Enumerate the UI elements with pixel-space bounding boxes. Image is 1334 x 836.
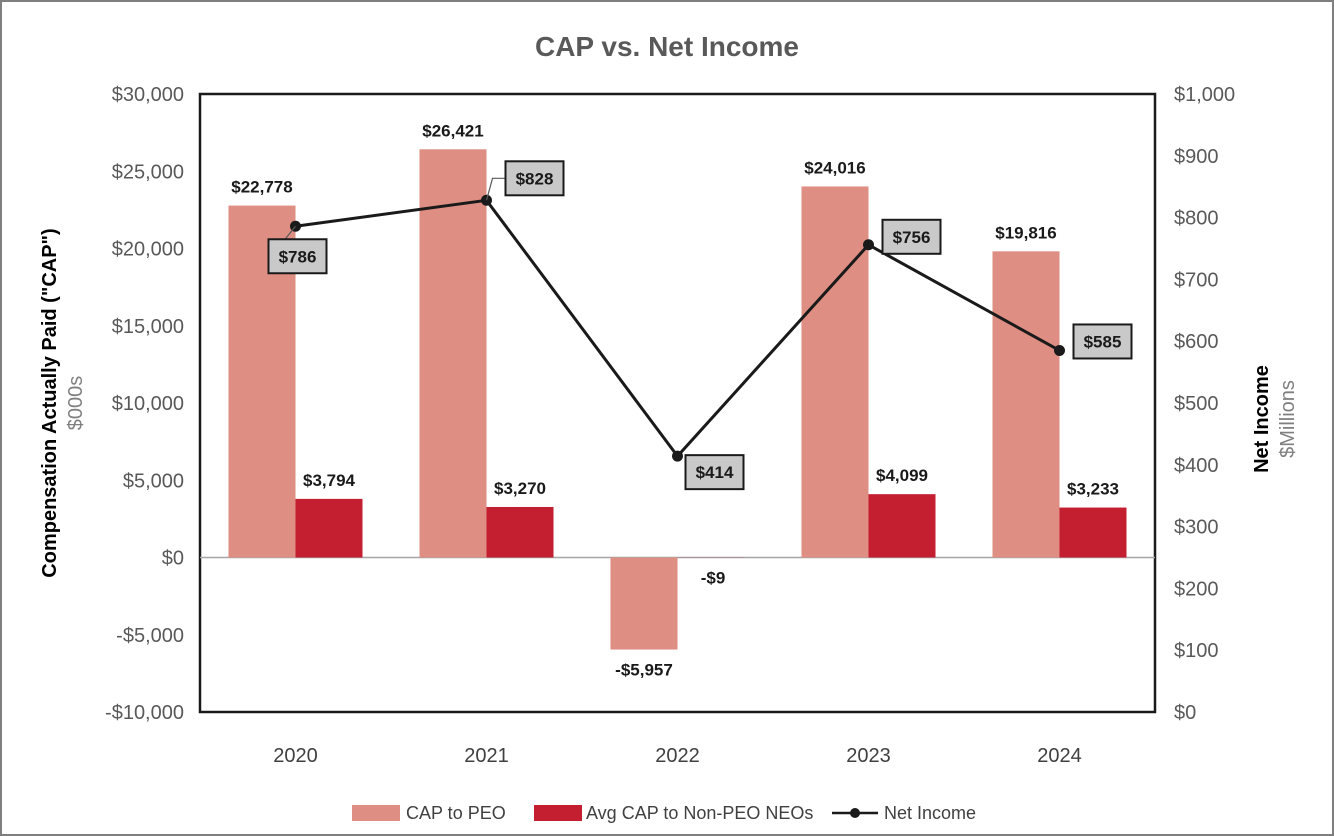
left-axis-tick-label: $15,000 [112,316,184,338]
bar-cap-to-peo-2024 [992,251,1060,558]
legend-label-net-income: Net Income [884,803,976,823]
right-axis-tick-label: $1,000 [1174,84,1235,106]
data-label-cap-to-peo: $19,816 [995,223,1056,242]
right-axis-tick-label: $800 [1174,208,1219,230]
x-axis-category-label: 2024 [1037,745,1082,767]
net-income-point-2024 [1054,344,1065,356]
data-label-avg-cap-to-non-peo-neos: $4,099 [876,466,928,485]
legend-marker-net-income [850,808,860,818]
data-label-cap-to-peo: $24,016 [804,158,865,177]
net-income-callout-box [1072,323,1133,360]
right-axis-tick-label: $200 [1174,578,1219,600]
bar-cap-to-peo-2021 [419,149,487,558]
data-label-net-income: $585 [1084,332,1122,351]
left-axis-tick-label: $30,000 [112,84,184,106]
left-axis-tick-label: $10,000 [112,393,184,415]
right-axis-tick-label: $500 [1174,393,1219,415]
net-income-callout-leader [485,177,506,201]
left-axis-tick-label: $25,000 [112,161,184,183]
data-label-cap-to-peo: $26,421 [422,121,483,140]
plot-area-frame [198,92,1157,714]
chart-title: CAP vs. Net Income [535,31,799,62]
left-axis-tick-label: -$5,000 [116,625,184,647]
right-axis-subtitle: $Millions [1277,380,1299,458]
x-axis-category-label: 2020 [273,745,318,767]
net-income-callout-box [504,160,565,197]
bar-avg-cap-to-non-peo-neos-2021 [486,506,554,558]
right-axis-tick-label: $0 [1174,702,1196,724]
net-income-callout-box [684,454,745,491]
left-axis-title: Compensation Actually Paid ("CAP") [39,228,61,577]
net-income-point-2022 [672,450,683,462]
left-axis-subtitle: $000s [65,376,87,431]
right-axis-tick-label: $900 [1174,146,1219,168]
x-axis-category-label: 2022 [655,745,700,767]
left-axis-tick-label: $20,000 [112,239,184,261]
data-label-net-income: $414 [696,463,734,482]
x-axis-category-label: 2021 [464,745,509,767]
right-axis-tick-label: $600 [1174,331,1219,353]
right-axis-tick-label: $700 [1174,269,1219,291]
legend-label-avg-cap-non-peo: Avg CAP to Non-PEO NEOs [586,803,813,823]
right-axis-tick-label: $100 [1174,640,1219,662]
left-axis-tick-label: $0 [162,548,184,570]
legend-swatch-cap-to-peo [352,805,400,821]
net-income-callout-box [267,238,328,275]
left-axis-tick-label: $5,000 [123,470,184,492]
data-label-net-income: $786 [279,247,317,266]
right-axis-tick-label: $300 [1174,517,1219,539]
net-income-callout-box [881,218,942,255]
chart-legend: CAP to PEO Avg CAP to Non-PEO NEOs Net I… [352,803,976,823]
data-label-cap-to-peo: -$5,957 [615,661,673,680]
bar-avg-cap-to-non-peo-neos-2020 [295,498,363,558]
data-label-net-income: $828 [516,169,554,188]
bar-cap-to-peo-2022 [610,557,678,650]
net-income-point-2023 [863,239,874,251]
data-label-net-income: $756 [893,228,931,247]
x-axis-category-label: 2023 [846,745,891,767]
data-label-cap-to-peo: $22,778 [231,178,292,197]
data-label-avg-cap-to-non-peo-neos: -$9 [701,569,726,588]
bar-cap-to-peo-2023 [801,186,869,558]
right-axis-title: Net Income [1251,365,1273,473]
net-income-line [295,198,1061,459]
bar-avg-cap-to-non-peo-neos-2023 [868,494,936,558]
legend-label-cap-to-peo: CAP to PEO [406,803,506,823]
right-axis-tick-label: $400 [1174,455,1219,477]
bar-avg-cap-to-non-peo-neos-2024 [1059,507,1127,558]
data-label-avg-cap-to-non-peo-neos: $3,794 [303,471,356,490]
legend-swatch-avg-cap-non-peo [534,805,582,821]
data-label-avg-cap-to-non-peo-neos: $3,270 [494,479,546,498]
data-label-avg-cap-to-non-peo-neos: $3,233 [1067,480,1119,499]
left-axis-tick-label: -$10,000 [105,702,184,724]
